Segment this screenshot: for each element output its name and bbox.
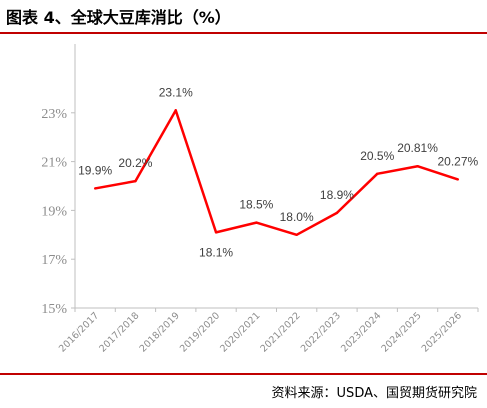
data-label: 19.9% (78, 163, 112, 177)
bottom-divider (0, 373, 487, 375)
data-point (416, 165, 419, 168)
x-tick-label: 2020/2021 (218, 310, 262, 354)
data-point (174, 109, 177, 112)
x-tick-label: 2022/2023 (299, 310, 343, 354)
data-point (214, 231, 218, 234)
top-divider (0, 32, 487, 34)
y-tick-label: 17% (41, 253, 67, 268)
data-label: 18.9% (320, 188, 354, 202)
x-tick-label: 2024/2025 (379, 310, 423, 354)
x-tick-label: 2025/2026 (420, 310, 464, 354)
data-point (335, 211, 339, 215)
data-point (255, 221, 258, 224)
data-point (376, 172, 379, 175)
data-point (456, 178, 460, 181)
y-tick-label: 15% (41, 302, 67, 317)
chart-area: 15% 17% 19% 21% 23% 2016/2017 2017/2018 2018/20… (0, 36, 487, 372)
data-label: 18.0% (280, 210, 314, 224)
chart-title: 图表 4、全球大豆库消比（%） (6, 8, 231, 27)
data-point (93, 187, 97, 190)
y-tick-label: 23% (41, 107, 67, 122)
x-tick-label: 2018/2019 (138, 310, 182, 354)
data-label: 20.5% (360, 149, 394, 163)
y-tick-label: 21% (41, 156, 67, 171)
data-label: 18.5% (239, 198, 273, 212)
y-tick-label: 19% (41, 204, 67, 219)
x-tick-label: 2017/2018 (97, 310, 141, 354)
data-label: 20.2% (118, 156, 152, 170)
x-tick-label: 2021/2022 (259, 310, 303, 354)
data-point (134, 179, 137, 183)
x-tick-label: 2023/2024 (339, 310, 383, 354)
source-note: 资料来源：USDA、国贸期货研究院 (271, 386, 477, 401)
data-label: 20.27% (437, 154, 478, 168)
series-line (94, 109, 459, 237)
chart-header: 图表 4、全球大豆库消比（%） (0, 0, 487, 36)
data-label: 18.1% (199, 245, 233, 259)
data-label: 20.81% (397, 141, 438, 155)
data-label: 23.1% (159, 85, 193, 99)
x-tick-label: 2019/2020 (178, 310, 222, 354)
data-point (295, 233, 298, 236)
line-chart: 15%17%19%21%23%2016/20172017/20182018/20… (41, 44, 479, 355)
